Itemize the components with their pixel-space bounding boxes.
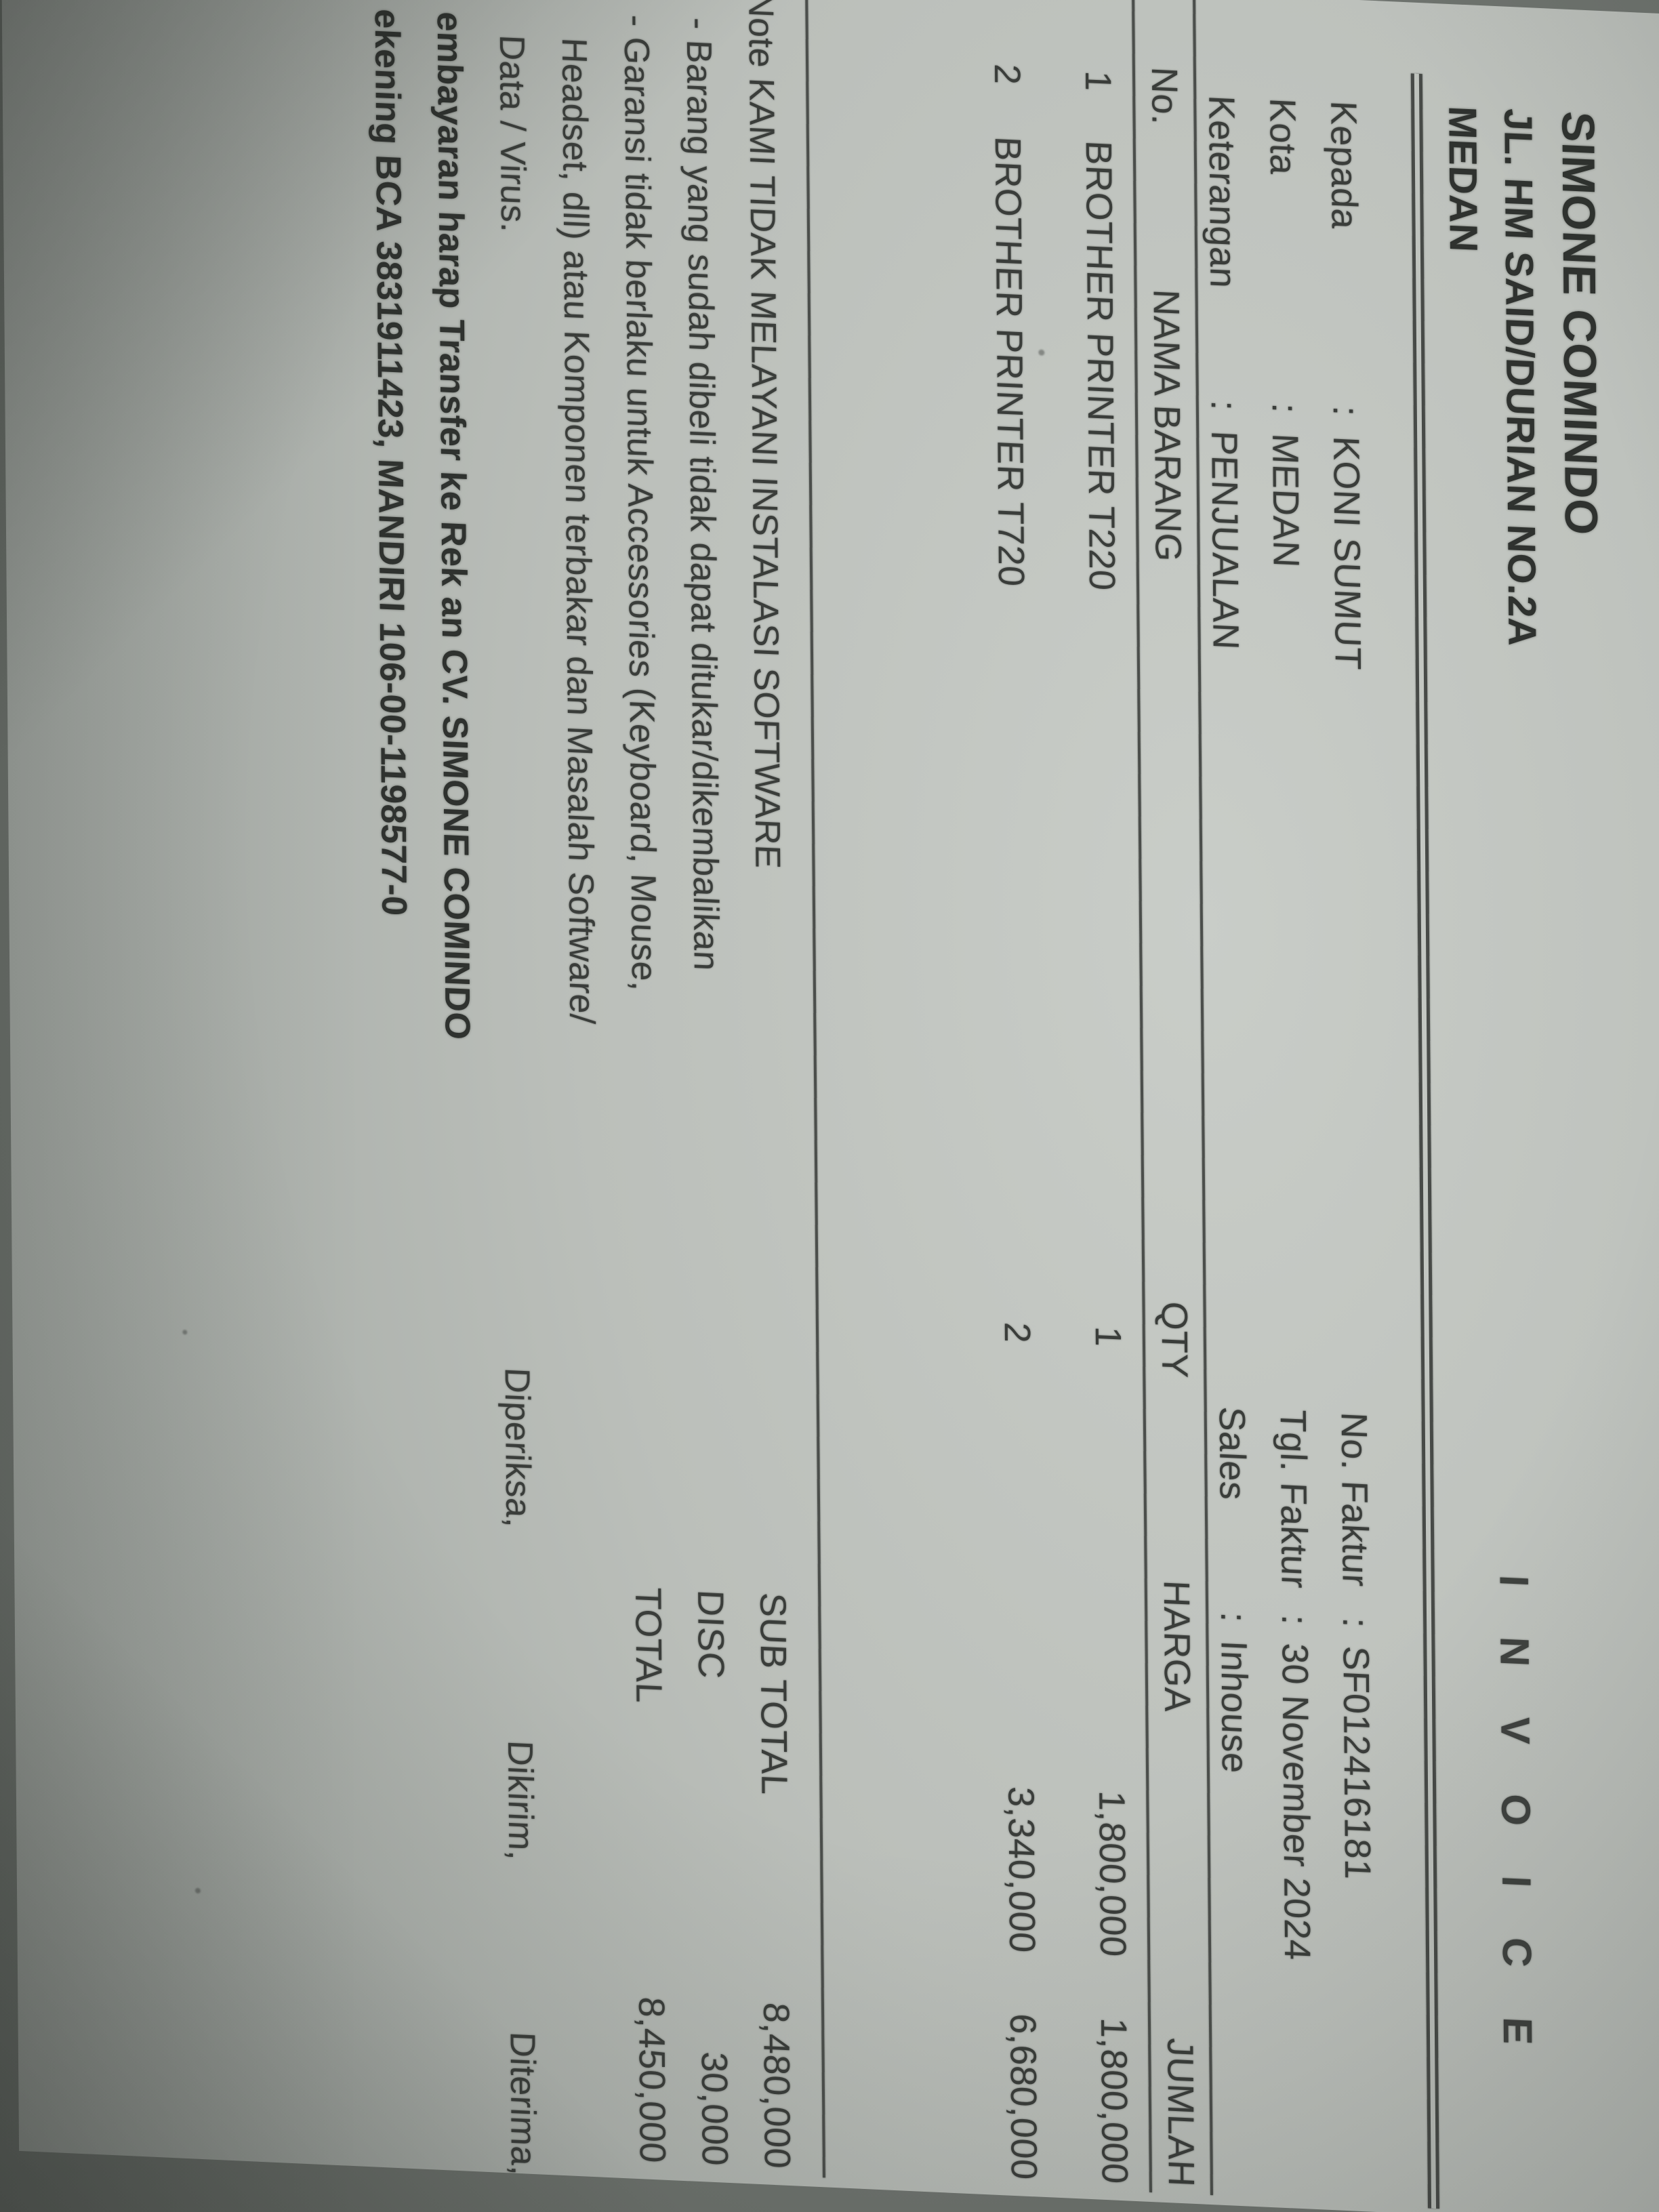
row-qty: 2 <box>996 1321 1038 1345</box>
subtotal-label: SUB TOTAL <box>752 1591 795 1797</box>
info-value-kepada: KONI SUMUT <box>1326 435 1368 671</box>
invoice-title: I N V O I C E <box>1491 1574 1541 2066</box>
col-header-nama-barang: NAMA BARANG <box>1145 288 1189 563</box>
info-colon: : <box>1325 405 1366 417</box>
signature-dikirim: Dikirim, <box>500 1740 541 1862</box>
info-value-tgl-faktur: 30 November 2024 <box>1274 1642 1318 1962</box>
note-line: Note KAMI TIDAK MELAYANI INSTALASI SOFTW… <box>741 0 787 870</box>
payment-transfer-line: embayaran harap Transfer ke Rek an CV. S… <box>429 11 477 1041</box>
info-label-no-faktur: No. Faktur <box>1333 1411 1376 1588</box>
info-colon: : <box>1203 399 1244 412</box>
company-address: JL. HM SAID/DURIAN NO.2A <box>1496 108 1544 648</box>
row-jumlah: 1,800,000 <box>1092 2017 1135 2185</box>
total-label: TOTAL <box>628 1586 670 1705</box>
row-no: 1 <box>1077 70 1119 93</box>
row-harga: 3,340,000 <box>1000 1786 1043 1954</box>
row-no: 2 <box>986 63 1028 86</box>
header-separator-line <box>1410 73 1440 2209</box>
col-header-harga: HARGA <box>1155 1579 1198 1714</box>
info-colon: : <box>1274 1614 1315 1626</box>
info-label-keterangan: Keterangan <box>1201 94 1244 289</box>
note-line: Data / Virus. <box>491 34 533 234</box>
row-item-name: BROTHER PRINTER T720 <box>987 136 1032 588</box>
photo-speck <box>1038 349 1045 356</box>
company-name: SIMONE COMINDO <box>1552 110 1607 537</box>
info-label-kota: Kota <box>1262 97 1304 176</box>
col-header-qty: QTY <box>1153 1300 1195 1379</box>
info-value-keterangan: PENJUALAN <box>1204 430 1246 651</box>
info-label-sales: Sales <box>1211 1406 1253 1501</box>
note-line: - Garansi tidak berlaku untuk Accessorie… <box>616 14 664 993</box>
info-label-tgl-faktur: Tgl. Faktur <box>1272 1408 1315 1590</box>
subtotal-value: 8,480,000 <box>755 2001 798 2170</box>
info-value-sales: Inhouse <box>1213 1639 1256 1775</box>
row-item-name: BROTHER PRINTER T220 <box>1078 140 1123 592</box>
signature-diperiksa: Diperiksa, <box>497 1367 538 1530</box>
disc-label: DISC <box>690 1589 732 1680</box>
disc-value: 30,000 <box>693 2051 735 2167</box>
col-header-no: No. <box>1143 66 1185 127</box>
row-qty: 1 <box>1087 1325 1129 1349</box>
info-colon: : <box>1213 1611 1254 1624</box>
row-jumlah: 6,680,000 <box>1002 2013 1044 2181</box>
info-label-kepada: Kepada <box>1323 100 1365 230</box>
table-top-line <box>1192 0 1213 2196</box>
table-bottom-line <box>804 0 825 2178</box>
note-line: - Barang yang sudah dibeli tidak dapat d… <box>678 16 726 972</box>
payment-account-line: ekening BCA 3831911423, MANDIRI 106-00-1… <box>367 8 414 917</box>
photo-speck <box>182 1330 188 1335</box>
company-city: MEDAN <box>1440 105 1486 253</box>
info-colon: : <box>1264 402 1305 415</box>
row-harga: 1,800,000 <box>1091 1790 1134 1958</box>
note-line: Headset, dll) atau Komponen terbakar dan… <box>554 37 602 1025</box>
total-value: 8,450,000 <box>630 1996 673 2165</box>
info-value-no-faktur: SF012416181 <box>1335 1645 1378 1881</box>
info-value-kota: MEDAN <box>1265 432 1307 569</box>
signature-diterima: Diterima, <box>502 2031 544 2177</box>
col-header-jumlah: JUMLAH <box>1160 2037 1202 2188</box>
photo-speck <box>194 1887 201 1894</box>
info-colon: : <box>1335 1616 1376 1629</box>
